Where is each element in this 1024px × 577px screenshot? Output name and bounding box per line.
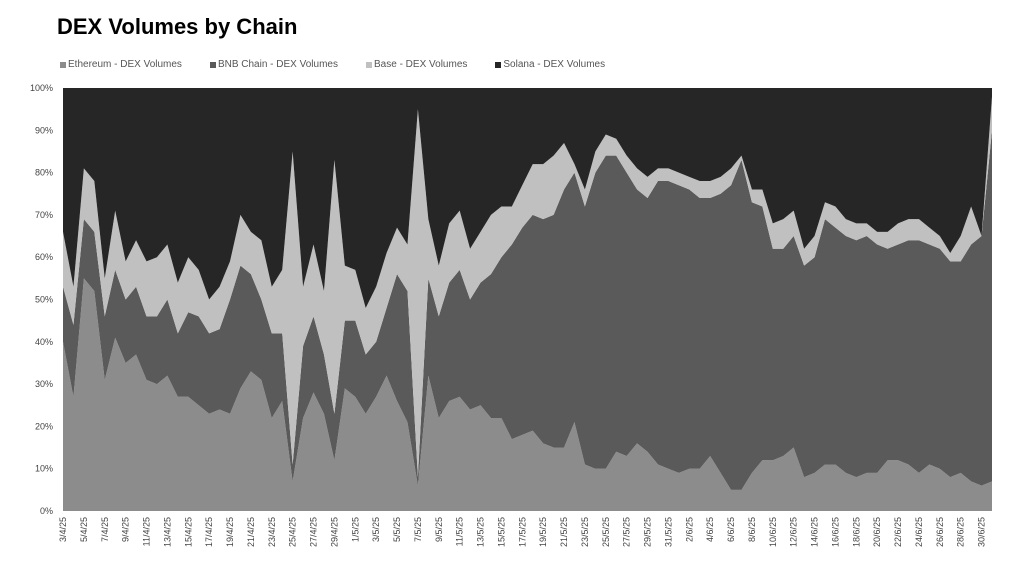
x-tick-label: 9/4/25 [121,517,131,542]
legend-label-base: Base - DEX Volumes [374,59,468,70]
y-tick-label: 40% [35,337,53,347]
x-tick-label: 31/5/25 [663,517,673,547]
legend-swatch-base [366,61,372,68]
x-tick-label: 13/4/25 [162,517,172,547]
x-tick-label: 18/6/25 [851,517,861,547]
x-tick-label: 21/5/25 [559,517,569,547]
x-tick-label: 17/4/25 [204,517,214,547]
legend-label-bnb-chain: BNB Chain - DEX Volumes [217,59,338,70]
y-tick-label: 30% [35,379,53,389]
x-tick-label: 24/6/25 [914,517,924,547]
x-tick-label: 28/6/25 [956,517,966,547]
y-tick-label: 70% [35,210,53,220]
series-area-solana [63,88,992,308]
y-tick-label: 50% [35,295,53,305]
legend-swatch-solana [495,61,502,68]
x-tick-label: 9/5/25 [434,517,444,542]
chart-title: DEX Volumes by Chain [57,14,298,39]
legend-item-bnb-chain: BNB Chain - DEX Volumes [209,59,338,70]
y-tick-label: 20% [35,421,53,431]
x-tick-label: 16/6/25 [830,517,840,547]
x-tick-label: 1/5/25 [350,517,360,542]
legend-swatch-bnb-chain [209,61,216,68]
x-tick-label: 2/6/25 [684,517,694,542]
series-areas [63,88,992,511]
legend-swatch-ethereum [60,61,66,68]
x-tick-label: 19/4/25 [225,517,235,547]
x-tick-label: 27/5/25 [622,517,632,547]
x-tick-label: 29/4/25 [329,517,339,547]
y-tick-label: 100% [30,83,53,93]
y-tick-label: 80% [35,168,53,178]
y-tick-label: 60% [35,252,53,262]
x-tick-label: 25/5/25 [601,517,611,547]
x-tick-label: 23/5/25 [580,517,590,547]
legend-item-base: Base - DEX Volumes [366,59,467,70]
x-tick-label: 8/6/25 [747,517,757,542]
x-tick-label: 15/4/25 [183,517,193,547]
x-tick-label: 27/4/25 [309,517,319,547]
x-tick-label: 7/5/25 [413,517,423,542]
legend-item-ethereum: Ethereum - DEX Volumes [60,59,182,70]
x-tick-label: 5/5/25 [392,517,402,542]
x-tick-label: 30/6/25 [977,517,987,547]
x-tick-label: 26/6/25 [935,517,945,547]
x-tick-label: 20/6/25 [872,517,882,547]
series-area-base [63,96,992,478]
x-tick-label: 17/5/25 [517,517,527,547]
x-tick-label: 14/6/25 [810,517,820,547]
y-axis-ticks: 0% 10% 20% 30% 40% 50% 60% 70% 80% 90% 100% [30,83,53,516]
x-tick-label: 25/4/25 [288,517,298,547]
legend-item-solana: Solana - DEX Volumes [495,59,605,70]
x-tick-label: 21/4/25 [246,517,256,547]
y-tick-label: 0% [40,506,53,516]
series-area-ethereum [63,278,992,511]
x-tick-label: 15/5/25 [496,517,506,547]
x-tick-label: 4/6/25 [705,517,715,542]
legend-label-solana: Solana - DEX Volumes [503,59,606,70]
x-tick-label: 3/5/25 [371,517,381,542]
x-tick-label: 12/6/25 [789,517,799,547]
series-area-bnb [63,130,992,490]
x-tick-label: 29/5/25 [643,517,653,547]
x-tick-label: 10/6/25 [768,517,778,547]
x-tick-label: 11/5/25 [455,517,465,546]
y-tick-label: 10% [35,464,53,474]
x-tick-label: 13/5/25 [476,517,486,547]
x-tick-label: 11/4/25 [142,517,152,546]
x-tick-label: 5/4/25 [79,517,89,542]
x-tick-label: 19/5/25 [538,517,548,547]
x-tick-label: 6/6/25 [726,517,736,542]
x-tick-label: 3/4/25 [58,517,68,542]
x-axis-ticks: 3/4/25 5/4/25 7/4/25 9/4/25 11/4/25 13/4/25 15… [58,517,987,547]
legend: Ethereum - DEX Volumes BNB Chain - DEX V… [60,59,605,70]
x-tick-label: 22/6/25 [893,517,903,547]
x-tick-label: 7/4/25 [100,517,110,542]
legend-label-ethereum: Ethereum - DEX Volumes [68,59,182,70]
x-tick-label: 23/4/25 [267,517,277,547]
y-tick-label: 90% [35,125,53,135]
